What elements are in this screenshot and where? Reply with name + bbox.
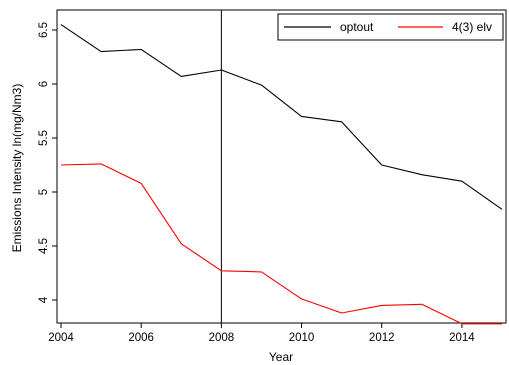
y-axis-label: Emissions Intensity ln(mg/Nm3) xyxy=(10,84,24,253)
x-tick-label: 2008 xyxy=(209,332,235,344)
legend-label: 4(3) elv xyxy=(452,20,492,34)
y-tick-label: 4 xyxy=(38,296,50,303)
x-axis: 2004 2006 2008 2010 2012 2014 xyxy=(48,323,475,344)
series-line-4-3-elv xyxy=(60,163,502,325)
x-axis-label: Year xyxy=(269,350,293,364)
x-tick-label: 2012 xyxy=(369,332,395,344)
series-layer xyxy=(60,10,503,325)
y-tick-label: 6 xyxy=(38,81,50,87)
x-tick-label: 2010 xyxy=(289,332,315,344)
y-tick-label: 4.5 xyxy=(38,238,50,254)
series-line-optout xyxy=(60,24,503,210)
legend-label: optout xyxy=(340,20,374,34)
x-tick-label: 2004 xyxy=(48,332,74,344)
y-axis: 4 4.5 5 5.5 6 6.5 xyxy=(38,22,57,303)
x-tick-label: 2006 xyxy=(128,332,154,344)
plot-border xyxy=(56,9,507,324)
legend: optout 4(3) elv xyxy=(277,13,504,41)
y-tick-label: 5 xyxy=(38,189,50,195)
plot-frame xyxy=(56,9,507,324)
y-tick-label: 5.5 xyxy=(38,130,50,146)
x-tick-label: 2014 xyxy=(449,332,475,344)
y-tick-label: 6.5 xyxy=(38,22,50,38)
